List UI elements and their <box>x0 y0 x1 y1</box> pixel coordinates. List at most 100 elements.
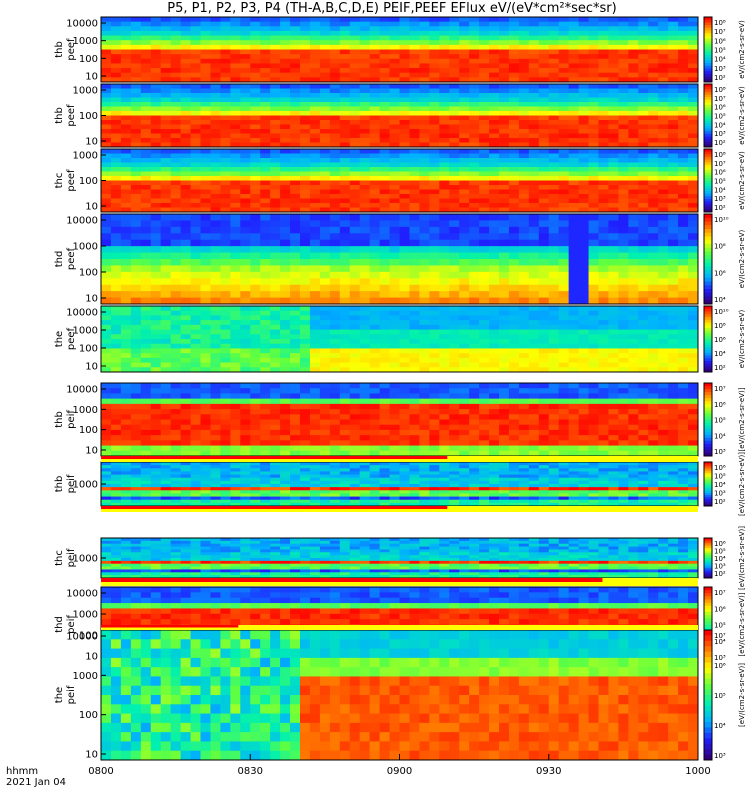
heatmap-cell <box>429 30 440 37</box>
heatmap-cell <box>449 203 460 208</box>
heatmap-cell <box>170 44 182 50</box>
heatmap-cell <box>489 149 500 154</box>
heatmap-cell <box>688 203 699 208</box>
heatmap-cell <box>349 185 361 190</box>
heatmap-cell <box>578 149 590 154</box>
heatmap-cell <box>369 445 381 452</box>
heatmap-cell <box>101 271 112 279</box>
heatmap-cell <box>568 265 580 273</box>
colorbar-swatch <box>704 306 712 310</box>
heatmap-cell <box>638 357 649 364</box>
heatmap-cell <box>568 220 580 228</box>
heatmap-cell <box>489 207 500 213</box>
heatmap-cell <box>548 58 560 64</box>
heatmap-cell <box>419 343 430 349</box>
heatmap-cell <box>120 278 132 286</box>
heatmap-cell <box>608 265 619 273</box>
heatmap-cell <box>469 138 480 143</box>
heatmap-cell <box>339 393 351 400</box>
heatmap-cell <box>379 409 391 415</box>
heatmap-cell <box>588 207 599 213</box>
heatmap-cell <box>230 162 241 168</box>
heatmap-cell <box>240 17 251 23</box>
heatmap-cell <box>250 278 261 286</box>
heatmap-cell <box>499 176 510 181</box>
heatmap-cell <box>170 124 182 130</box>
heatmap-cell <box>399 398 410 405</box>
heatmap-cell <box>120 167 132 172</box>
heatmap-cell <box>548 115 560 121</box>
heatmap-cell <box>648 198 659 204</box>
heatmap-cell <box>290 367 301 373</box>
heatmap-cell <box>140 214 152 221</box>
heatmap-cell <box>260 334 271 340</box>
heatmap-cell <box>508 63 520 69</box>
heatmap-cell <box>658 142 669 148</box>
heatmap-cell <box>160 106 172 112</box>
heatmap-cell <box>429 239 440 247</box>
heatmap-cell <box>349 207 361 213</box>
heatmap-cell <box>439 362 450 368</box>
heatmap-cell <box>300 93 311 98</box>
heatmap-cell <box>688 278 699 286</box>
heatmap-cell <box>280 284 291 292</box>
heatmap-cell <box>379 138 391 143</box>
heatmap-cell <box>379 40 391 46</box>
heatmap-cell <box>608 153 619 159</box>
heatmap-cell <box>419 440 430 447</box>
heatmap-cell <box>260 194 271 199</box>
heatmap-cell <box>230 111 241 116</box>
heatmap-cell <box>499 21 510 27</box>
heatmap-cell <box>210 142 221 148</box>
heatmap-cell <box>309 226 321 234</box>
heatmap-cell <box>558 21 570 27</box>
heatmap-cell <box>160 393 172 400</box>
heatmap-cell <box>250 284 261 292</box>
heatmap-cell <box>210 424 221 431</box>
colorbar-swatch <box>704 79 712 83</box>
heatmap-cell <box>608 334 619 340</box>
heatmap-cell <box>648 120 659 125</box>
heatmap-cell <box>190 44 201 50</box>
heatmap-cell <box>250 445 261 452</box>
heatmap-cell <box>290 310 301 316</box>
heatmap-cell <box>568 306 580 312</box>
heatmap-cell <box>101 72 112 78</box>
heatmap-cell <box>300 306 311 312</box>
heatmap-cell <box>409 30 420 37</box>
heatmap-cell <box>419 35 430 41</box>
heatmap-cell <box>280 149 291 154</box>
heatmap-cell <box>598 291 609 299</box>
colorbar-swatch <box>704 144 712 148</box>
heatmap-cell <box>688 129 699 134</box>
heatmap-cell <box>250 106 261 112</box>
heatmap-cell <box>170 343 182 349</box>
heatmap-cell <box>240 259 251 266</box>
heatmap-cell <box>628 180 639 186</box>
heatmap-cell <box>110 435 122 441</box>
heatmap-cell <box>309 68 321 74</box>
heatmap-cell <box>200 49 211 55</box>
heatmap-cell <box>459 435 470 441</box>
heatmap-cell <box>389 203 400 208</box>
heatmap-cell <box>409 435 420 441</box>
heatmap-cell <box>439 77 450 83</box>
heatmap-cell <box>339 388 351 394</box>
heatmap-cell <box>280 88 291 94</box>
heatmap-cell <box>638 102 649 107</box>
heatmap-cell <box>618 40 629 46</box>
heatmap-cell <box>469 158 480 163</box>
heatmap-cell <box>568 142 580 148</box>
heatmap-cell <box>180 194 192 199</box>
heatmap-cell <box>389 284 400 292</box>
heatmap-cell <box>280 315 291 321</box>
heatmap-cell <box>280 233 291 241</box>
heatmap-cell <box>608 17 619 23</box>
heatmap-cell <box>399 185 410 190</box>
heatmap-cell <box>150 180 162 186</box>
heatmap-cell <box>638 239 649 247</box>
heatmap-cell <box>678 54 689 60</box>
heatmap-cell <box>429 284 440 292</box>
heatmap-cell <box>280 68 291 74</box>
heatmap-cell <box>250 403 261 410</box>
